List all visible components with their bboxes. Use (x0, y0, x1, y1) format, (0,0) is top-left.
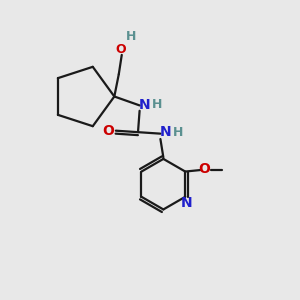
Text: H: H (126, 30, 136, 43)
Text: O: O (103, 124, 114, 138)
Text: O: O (198, 162, 210, 176)
Text: H: H (152, 98, 163, 111)
Text: H: H (173, 126, 183, 139)
Text: N: N (160, 125, 171, 140)
Text: N: N (139, 98, 151, 112)
Text: N: N (181, 196, 193, 210)
Text: O: O (115, 43, 126, 56)
